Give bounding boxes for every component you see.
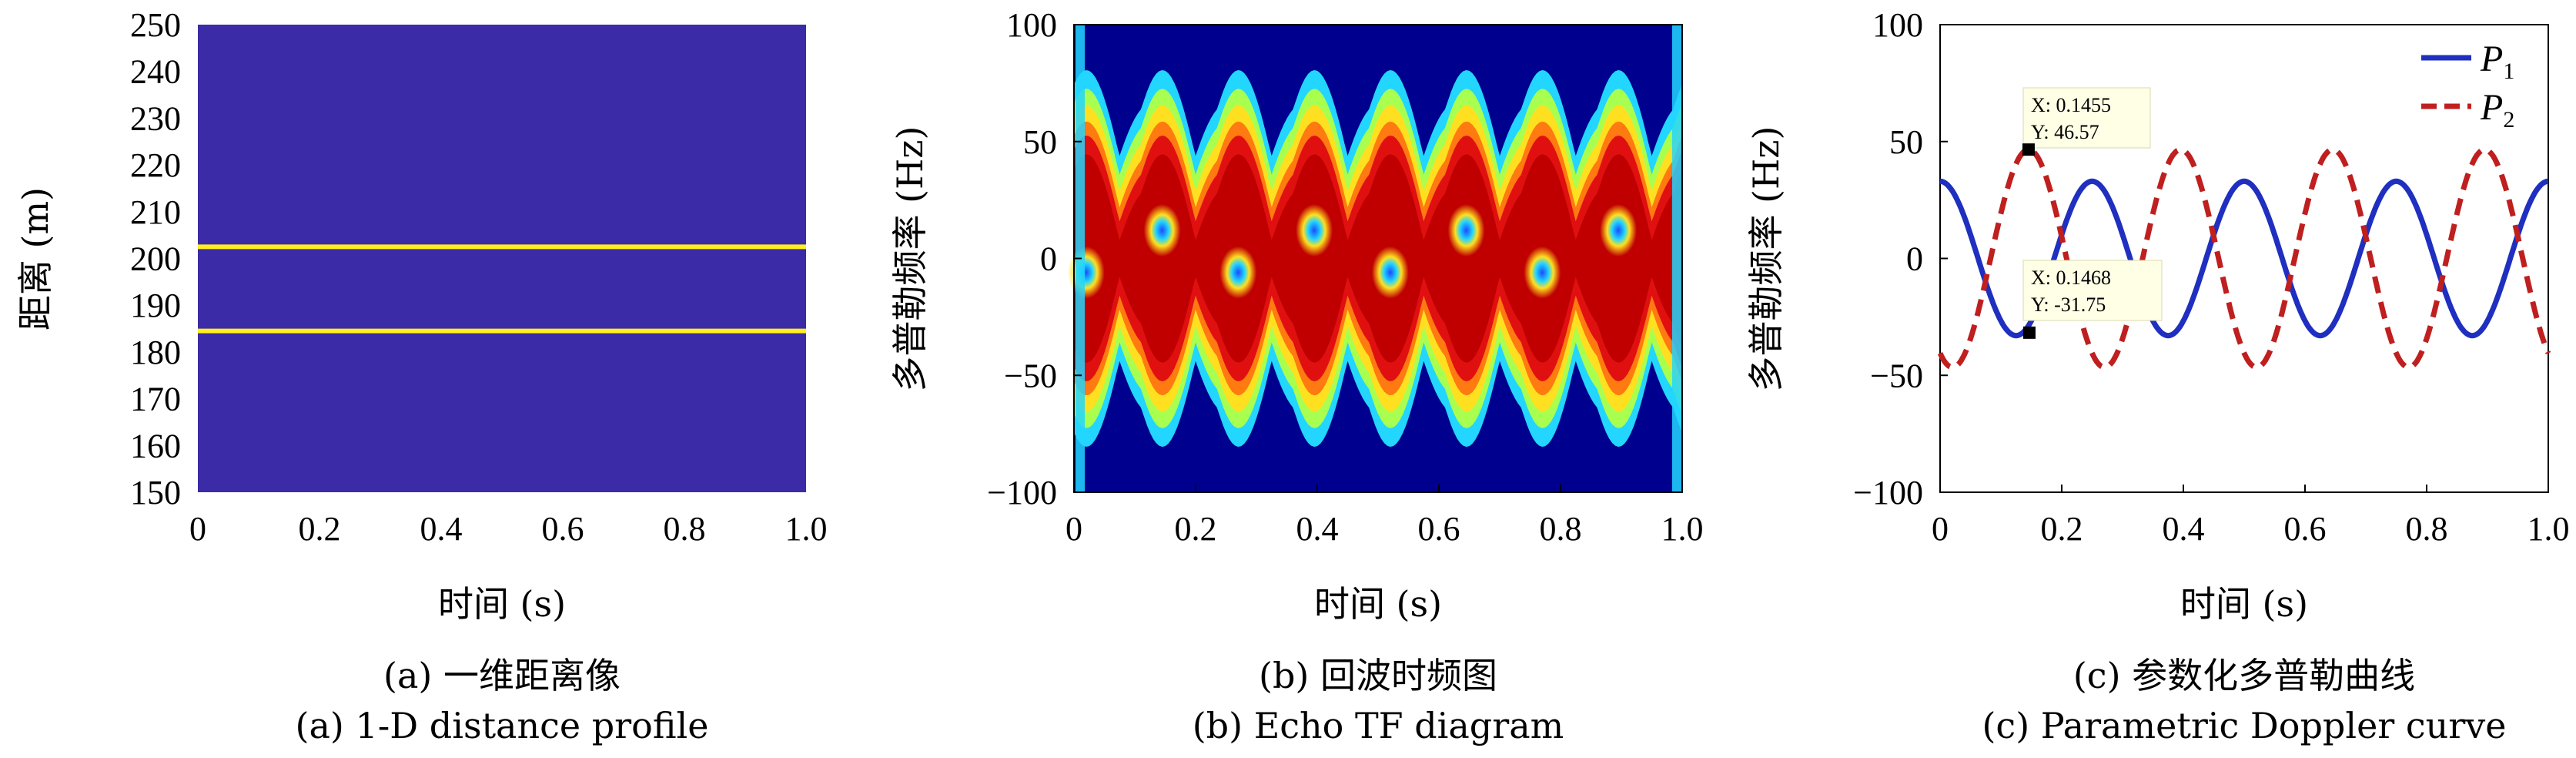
y-tick-label: 210 [130, 193, 181, 231]
tf-hotspot [1371, 246, 1409, 299]
panel-a-ylabel: 距离 (m) [15, 187, 56, 330]
legend-p1-sub: 1 [2503, 59, 2514, 84]
y-tick-label: 190 [130, 287, 181, 324]
panel-b-xlabel: 时间 (s) [1314, 583, 1442, 625]
y-tick-label: 50 [1023, 123, 1057, 161]
panel-a-plot-bg [198, 25, 806, 492]
x-tick-label: 0 [1932, 510, 1949, 548]
x-tick-label: 0.4 [2163, 510, 2205, 548]
legend-label-p1: P1 [2480, 39, 2514, 84]
y-tick-label: 50 [1889, 123, 1923, 161]
panel-c-legend: P1 P2 [2421, 39, 2514, 132]
panel-c-ylabel: 多普勒频率 (Hz) [1745, 126, 1787, 392]
y-tick-label: 220 [130, 146, 181, 184]
x-tick-label: 0.2 [2041, 510, 2083, 548]
datatip-2[interactable]: X: 0.1468 Y: -31.75 [2022, 260, 2163, 321]
panel-a-x-ticks: 0 0.2 0.4 0.6 0.8 1.0 [189, 510, 828, 548]
panel-c-y-ticks: −100 −50 0 50 100 [1853, 6, 1948, 511]
datatip-2-marker[interactable] [2022, 326, 2036, 339]
panel-a-caption-en: (a) 1-D distance profile [296, 705, 709, 746]
panel-b: 0 0.2 0.4 0.6 0.8 1.0 −100 −50 0 50 100 时间 (s) 多普… [889, 6, 1704, 746]
y-tick-label: 100 [1006, 6, 1057, 44]
x-tick-label: 0.6 [2284, 510, 2327, 548]
y-tick-label: −50 [1870, 357, 1923, 394]
y-tick-label: 230 [130, 99, 181, 137]
panel-c-caption-en: (c) Parametric Doppler curve [1982, 705, 2506, 746]
legend-p1-name: P [2480, 39, 2503, 79]
datatip-1[interactable]: X: 0.1455 Y: 46.57 [2022, 87, 2151, 149]
panel-a-y-ticks: 150 160 170 180 190 200 210 220 230 240 250 [130, 6, 181, 511]
x-tick-label: 0.6 [1418, 510, 1460, 548]
datatip-1-marker[interactable] [2022, 143, 2035, 156]
x-tick-label: 0.4 [420, 510, 463, 548]
x-tick-label: 0.6 [542, 510, 584, 548]
y-tick-label: 180 [130, 334, 181, 371]
panel-a-range-lines [198, 244, 806, 334]
x-tick-label: 0.8 [2406, 510, 2448, 548]
y-tick-label: 250 [130, 6, 181, 44]
panel-a-xlabel: 时间 (s) [438, 583, 566, 625]
panel-b-y-ticks: −100 −50 0 50 100 [987, 6, 1082, 511]
panel-c-xlabel: 时间 (s) [2180, 583, 2308, 625]
x-tick-label: 0.4 [1296, 510, 1339, 548]
x-tick-label: 1.0 [785, 510, 828, 548]
y-tick-label: 0 [1040, 240, 1057, 278]
datatip-2-x: X: 0.1468 [2031, 267, 2111, 289]
series-line-p2 [1937, 146, 2551, 371]
tf-hotspot [1296, 204, 1333, 257]
panel-b-edge-right [1672, 25, 1681, 492]
y-tick-label: 0 [1906, 240, 1923, 278]
tf-hotspot [1447, 204, 1485, 257]
legend-p2-name: P [2480, 87, 2503, 128]
x-tick-label: 0.2 [1175, 510, 1217, 548]
panel-a: 0 0.2 0.4 0.6 0.8 1.0 150 160 170 180 190 200 210 22… [15, 6, 828, 746]
y-tick-label: 160 [130, 427, 181, 465]
x-tick-label: 0 [1066, 510, 1082, 548]
y-tick-label: 100 [1872, 6, 1923, 44]
panel-c-caption-cn: (c) 参数化多普勒曲线 [2073, 655, 2415, 696]
x-tick-label: 1.0 [2527, 510, 2570, 548]
tf-hotspot [1600, 204, 1638, 257]
panel-b-heatmap [1067, 25, 1682, 492]
y-tick-label: −50 [1004, 357, 1057, 394]
panel-b-x-ticks: 0 0.2 0.4 0.6 0.8 1.0 [1066, 485, 1704, 548]
tf-hotspot [1524, 246, 1561, 299]
y-tick-label: −100 [1853, 474, 1923, 511]
y-tick-label: 150 [130, 474, 181, 511]
y-tick-label: 170 [130, 381, 181, 418]
x-tick-label: 0.2 [299, 510, 341, 548]
panel-a-caption-cn: (a) 一维距离像 [383, 655, 621, 696]
datatip-2-box [2022, 260, 2163, 321]
panel-b-ylabel: 多普勒频率 (Hz) [889, 126, 931, 392]
datatip-1-box [2022, 87, 2151, 149]
panel-c-datatip-markers [2022, 143, 2036, 339]
panel-b-caption-cn: (b) 回波时频图 [1259, 655, 1497, 696]
y-tick-label: 240 [130, 53, 181, 91]
x-tick-label: 0.8 [664, 510, 706, 548]
y-tick-label: 200 [130, 240, 181, 278]
x-tick-label: 1.0 [1661, 510, 1704, 548]
tf-hotspot [1143, 204, 1181, 257]
panel-c-x-ticks: 0 0.2 0.4 0.6 0.8 1.0 [1932, 485, 2570, 548]
legend-label-p2: P2 [2480, 87, 2514, 132]
datatip-1-x: X: 0.1455 [2031, 94, 2111, 116]
x-tick-label: 0.8 [1540, 510, 1582, 548]
panel-b-caption-en: (b) Echo TF diagram [1193, 705, 1564, 746]
panel-b-hotspots [1067, 204, 1638, 299]
datatip-1-y: Y: 46.57 [2031, 121, 2099, 143]
y-tick-label: −100 [987, 474, 1057, 511]
datatip-2-y: Y: -31.75 [2031, 293, 2106, 316]
x-tick-label: 0 [189, 510, 206, 548]
legend-p2-sub: 2 [2503, 107, 2514, 132]
tf-hotspot [1219, 246, 1257, 299]
